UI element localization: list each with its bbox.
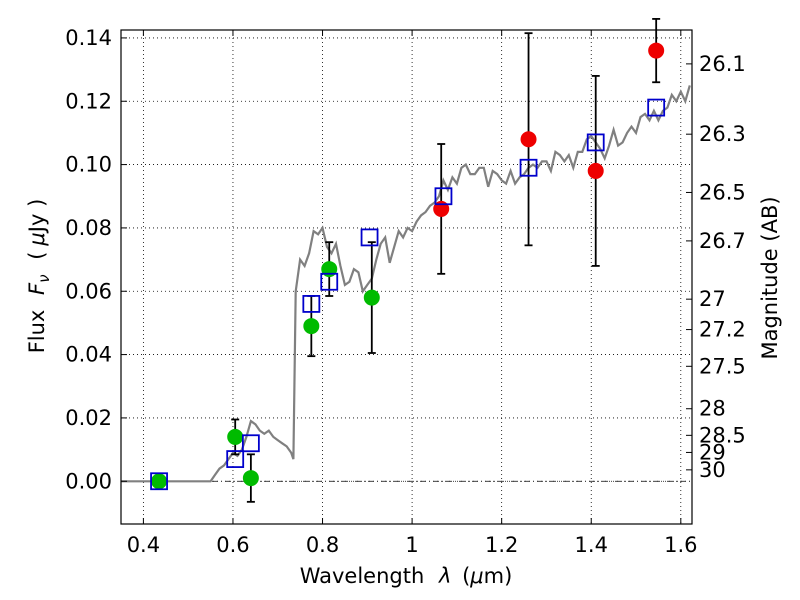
model-flux-square xyxy=(519,158,538,177)
model-flux-square xyxy=(241,434,260,453)
y-tick-label: 0.14 xyxy=(65,26,112,50)
y-tick-label: 0.00 xyxy=(65,469,112,493)
photometry-point xyxy=(520,131,537,148)
x-tick-label: 0.8 xyxy=(306,533,339,557)
right-tick-label: 29 xyxy=(699,440,726,464)
y-tick-label: 0.04 xyxy=(65,343,112,367)
x-axis-label: Wavelength λ (μm) xyxy=(300,564,513,588)
x-tick-label: 1.4 xyxy=(575,533,608,557)
x-axis-label-unit-open: ( xyxy=(462,564,470,588)
right-tick-label: 27.2 xyxy=(699,318,746,342)
y-tick-label: 0.08 xyxy=(65,216,112,240)
photometry-point xyxy=(242,470,259,487)
right-tick-label: 27.5 xyxy=(699,354,746,378)
x-tick-label: 1 xyxy=(405,533,418,557)
photometry-point xyxy=(433,200,450,217)
y-tick-label: 0.12 xyxy=(65,89,112,113)
y-axis-label-symbol: F xyxy=(25,282,49,295)
x-tick-label: 0.4 xyxy=(127,533,160,557)
right-tick-label: 28 xyxy=(699,397,726,421)
right-tick-label: 26.1 xyxy=(699,52,746,76)
right-tick-label: 27 xyxy=(699,287,726,311)
y-axis-label-subscript: ν xyxy=(35,274,53,282)
photometry-point xyxy=(363,289,380,306)
model-flux-square xyxy=(320,272,339,291)
photometry-point xyxy=(321,261,338,278)
photometry-point xyxy=(151,473,168,490)
y-tick-label: 0.02 xyxy=(65,406,112,430)
y-axis-label: Flux Fν ( μJy ) xyxy=(25,199,54,354)
model-flux-square xyxy=(434,187,453,206)
right-tick-label: 26.5 xyxy=(699,180,746,204)
model-flux-square xyxy=(360,228,379,247)
x-tick-label: 1.2 xyxy=(485,533,518,557)
x-axis-label-symbol: λ xyxy=(438,564,451,588)
model-flux-square xyxy=(586,133,605,152)
right-tick-label: 28.5 xyxy=(699,423,746,447)
model-flux-square xyxy=(226,450,245,468)
model-spectrum-line xyxy=(121,85,691,483)
model-flux-square xyxy=(150,472,168,491)
axis-ticks: 0.4 0.6 0.8 1 1.2 1.4 1.6 0.00 0.02 0.04 0.06 0.08 0… xyxy=(65,26,746,557)
gridlines xyxy=(121,30,692,524)
x-axis-label-text: Wavelength xyxy=(300,564,425,588)
x-tick-label: 0.6 xyxy=(216,533,249,557)
plot-frame xyxy=(120,29,693,525)
photometry-point xyxy=(227,428,244,445)
y-tick-label: 0.10 xyxy=(65,153,112,177)
x-axis-label-unit-rest: m) xyxy=(484,564,513,588)
right-tick-label: 26.3 xyxy=(699,122,746,146)
y-axis-label-unit-mu: μ xyxy=(25,232,49,246)
data-markers xyxy=(150,18,666,503)
photometry-point xyxy=(587,162,604,179)
photometry-point xyxy=(648,42,665,59)
right-tick-label: 26.7 xyxy=(699,229,746,253)
y-tick-label: 0.06 xyxy=(65,279,112,303)
model-flux-square xyxy=(302,295,321,313)
right-axis-label: Magnitude (AB) xyxy=(758,196,782,359)
right-tick-label: 30 xyxy=(699,458,726,482)
photometry-point xyxy=(303,318,320,335)
y-axis-label-text: Flux xyxy=(25,310,49,354)
x-axis-label-unit-mu: μ xyxy=(469,564,483,588)
x-tick-label: 1.6 xyxy=(664,533,697,557)
model-flux-square xyxy=(647,98,666,117)
y-axis-label-unit-rest: Jy ) xyxy=(25,199,49,235)
y-axis-label-unit-open: ( xyxy=(25,252,49,260)
